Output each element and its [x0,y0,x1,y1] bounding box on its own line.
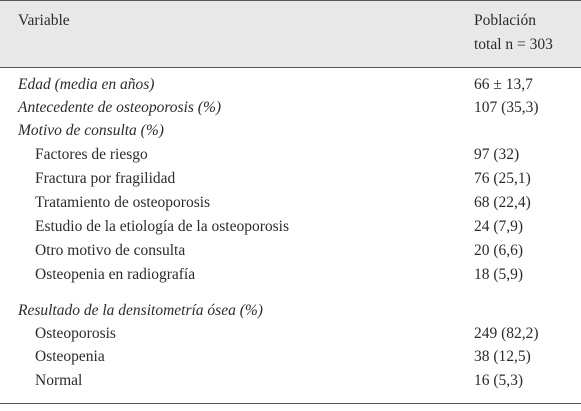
row-label: Edad (media en años) [18,76,155,93]
row-value: 107 (35,3) [474,99,539,116]
row-value: 66 ± 13,7 [474,76,533,93]
row-label: Estudio de la etiología de la osteoporos… [35,218,289,235]
bottom-rule [0,403,581,404]
row-value: 20 (6,6) [474,242,524,259]
row-label: Normal [35,372,83,389]
group-label: Resultado de la densitometría ósea (%) [18,302,263,319]
header-cell: total n = 303 [474,36,553,53]
row-label: Osteopenia [35,348,105,365]
row-value: 76 (25,1) [474,170,531,187]
row-label: Otro motivo de consulta [35,242,186,259]
header-cell: Variable [18,12,70,29]
row-label: Factores de riesgo [35,146,148,163]
header-rule [0,67,581,68]
row-label: Osteopenia en radiografía [35,266,196,283]
row-value: 97 (32) [474,146,520,163]
row-label: Antecedente de osteoporosis (%) [18,99,222,116]
row-label: Tratamiento de osteoporosis [35,194,211,211]
row-value: 16 (5,3) [474,372,524,389]
row-value: 68 (22,4) [474,194,531,211]
row-value: 249 (82,2) [474,325,539,342]
header-cell: Población [474,12,536,29]
row-label: Fractura por fragilidad [35,170,176,187]
header-background [0,0,581,67]
row-value: 38 (12,5) [474,348,531,365]
group-label: Motivo de consulta (%) [18,122,164,139]
row-label: Osteoporosis [35,325,116,342]
row-value: 18 (5,9) [474,266,524,283]
row-value: 24 (7,9) [474,218,524,235]
